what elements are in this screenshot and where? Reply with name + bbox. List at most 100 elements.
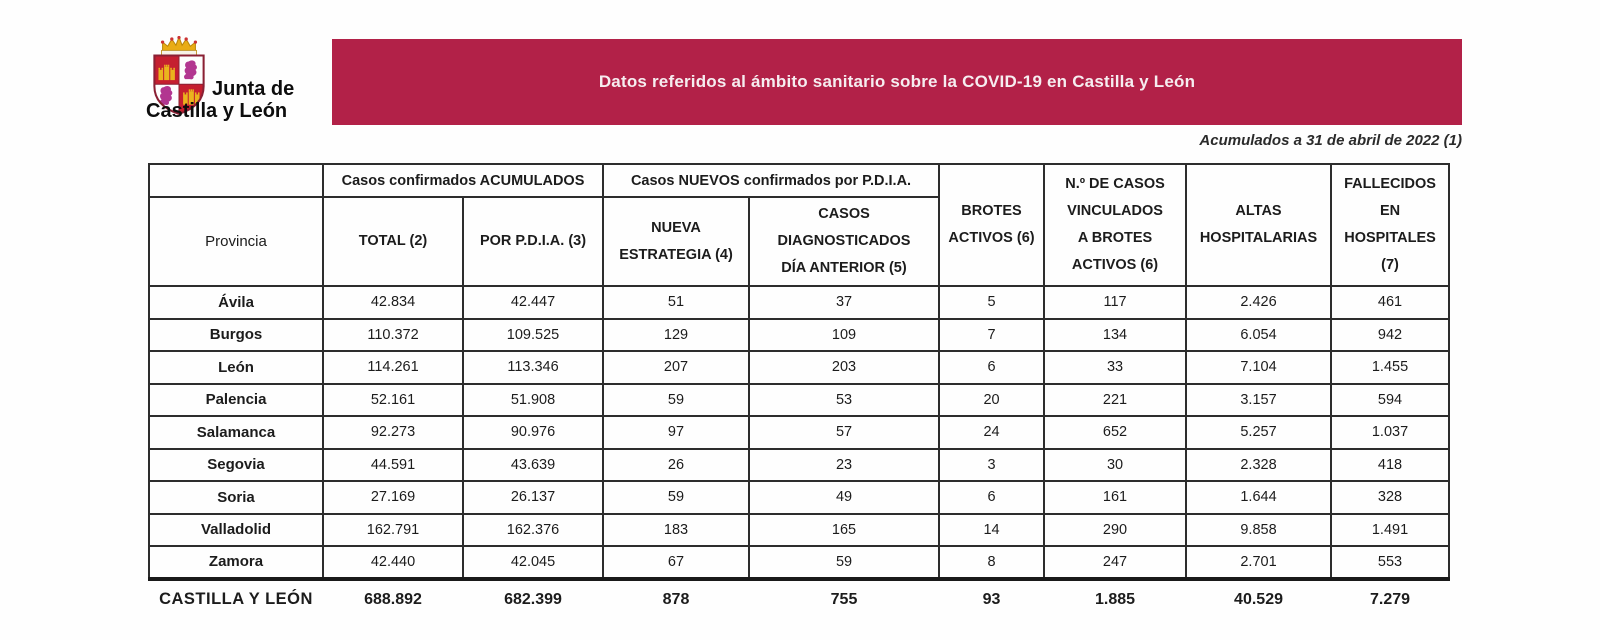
table-row: Burgos 110.372 109.525 129 109 7 134 6.054 942 <box>148 317 1451 352</box>
value-cell: 59 <box>602 480 750 515</box>
value-cell: 161 <box>1043 480 1188 515</box>
value-cell: 328 <box>1330 480 1451 515</box>
value-cell: 49 <box>747 480 941 515</box>
column-header-casos-vinculados: N.º DE CASOS VINCULADOS A BROTES ACTIVOS… <box>1043 163 1188 287</box>
value-cell: 3 <box>938 447 1046 482</box>
value-cell: 43.639 <box>462 447 604 482</box>
value-cell: 1.037 <box>1330 415 1451 450</box>
table-row: León 114.261 113.346 207 203 6 33 7.104 1.455 <box>148 350 1451 385</box>
value-cell: 59 <box>747 545 941 580</box>
value-cell: 461 <box>1330 285 1451 320</box>
covid-data-table: Casos confirmados ACUMULADOS Casos NUEVO… <box>148 163 1451 619</box>
value-cell: 129 <box>602 317 750 352</box>
value-cell: 183 <box>602 512 750 547</box>
value-cell: 207 <box>602 350 750 385</box>
value-cell: 109 <box>747 317 941 352</box>
page-title: Datos referidos al ámbito sanitario sobr… <box>598 72 1196 91</box>
value-cell: 5.257 <box>1185 415 1333 450</box>
province-cell: Valladolid <box>148 512 324 547</box>
value-cell: 553 <box>1330 545 1451 580</box>
value-cell: 7 <box>938 317 1046 352</box>
province-cell: Soria <box>148 480 324 515</box>
value-cell: 52.161 <box>322 382 464 417</box>
value-cell: 26.137 <box>462 480 604 515</box>
value-cell: 594 <box>1330 382 1451 417</box>
value-cell: 24 <box>938 415 1046 450</box>
totals-value-cell: 7.279 <box>1331 576 1450 619</box>
province-cell: León <box>148 350 324 385</box>
totals-value-cell: 93 <box>939 576 1045 619</box>
logo-text-line2: Castilla y León <box>146 100 288 122</box>
logo-text-line1: Junta de <box>212 78 295 100</box>
table-row: Zamora 42.440 42.045 67 59 8 247 2.701 553 <box>148 545 1451 580</box>
table-row: Soria 27.169 26.137 59 49 6 161 1.644 328 <box>148 480 1451 515</box>
group-header-row: Casos confirmados ACUMULADOS Casos NUEVO… <box>148 163 1451 287</box>
province-cell: Burgos <box>148 317 324 352</box>
value-cell: 30 <box>1043 447 1188 482</box>
coat-of-arms-icon <box>153 36 205 116</box>
value-cell: 51.908 <box>462 382 604 417</box>
column-header-por-pdia: POR P.D.I.A. (3) <box>462 196 604 287</box>
totals-label-cell: CASTILLA Y LEÓN <box>149 576 323 619</box>
value-cell: 2.426 <box>1185 285 1333 320</box>
totals-value-cell: 878 <box>603 576 749 619</box>
table-row: Segovia 44.591 43.639 26 23 3 30 2.328 418 <box>148 447 1451 482</box>
value-cell: 42.834 <box>322 285 464 320</box>
value-cell: 14 <box>938 512 1046 547</box>
value-cell: 20 <box>938 382 1046 417</box>
value-cell: 9.858 <box>1185 512 1333 547</box>
value-cell: 418 <box>1330 447 1451 482</box>
value-cell: 37 <box>747 285 941 320</box>
province-cell: Ávila <box>148 285 324 320</box>
value-cell: 1.491 <box>1330 512 1451 547</box>
value-cell: 110.372 <box>322 317 464 352</box>
column-header-diagnosticados: CASOS DIAGNOSTICADOS DÍA ANTERIOR (5) <box>747 196 941 287</box>
totals-value-cell: 682.399 <box>463 576 603 619</box>
column-header-brotes-activos: BROTES ACTIVOS (6) <box>938 163 1046 287</box>
value-cell: 97 <box>602 415 750 450</box>
value-cell: 109.525 <box>462 317 604 352</box>
value-cell: 8 <box>938 545 1046 580</box>
value-cell: 42.447 <box>462 285 604 320</box>
value-cell: 90.976 <box>462 415 604 450</box>
value-cell: 113.346 <box>462 350 604 385</box>
value-cell: 221 <box>1043 382 1188 417</box>
column-header-nueva-estrategia: NUEVA ESTRATEGIA (4) <box>602 196 750 287</box>
value-cell: 59 <box>602 382 750 417</box>
value-cell: 117 <box>1043 285 1188 320</box>
value-cell: 114.261 <box>322 350 464 385</box>
column-header-provincia: Provincia <box>148 196 324 287</box>
table-row: Palencia 52.161 51.908 59 53 20 221 3.157 594 <box>148 382 1451 417</box>
column-header-fallecidos: FALLECIDOS EN HOSPITALES (7) <box>1330 163 1451 287</box>
value-cell: 3.157 <box>1185 382 1333 417</box>
totals-value-cell: 40.529 <box>1186 576 1332 619</box>
crown-icon <box>160 36 198 56</box>
table-row: Valladolid 162.791 162.376 183 165 14 290 9.858… <box>148 512 1451 547</box>
value-cell: 203 <box>747 350 941 385</box>
value-cell: 53 <box>747 382 941 417</box>
province-cell: Palencia <box>148 382 324 417</box>
date-note: Acumulados a 31 de abril de 2022 (1) <box>1199 132 1462 149</box>
value-cell: 2.701 <box>1185 545 1333 580</box>
value-cell: 42.440 <box>322 545 464 580</box>
value-cell: 6 <box>938 480 1046 515</box>
value-cell: 92.273 <box>322 415 464 450</box>
value-cell: 7.104 <box>1185 350 1333 385</box>
table-row: Salamanca 92.273 90.976 97 57 24 652 5.257 1.037 <box>148 415 1451 450</box>
value-cell: 57 <box>747 415 941 450</box>
value-cell: 67 <box>602 545 750 580</box>
value-cell: 942 <box>1330 317 1451 352</box>
value-cell: 27.169 <box>322 480 464 515</box>
value-cell: 44.591 <box>322 447 464 482</box>
junta-logo: Junta de Castilla y León <box>146 34 316 126</box>
value-cell: 51 <box>602 285 750 320</box>
totals-row: CASTILLA Y LEÓN 688.892 682.399 878 755 93 1.8… <box>149 576 1450 619</box>
value-cell: 6.054 <box>1185 317 1333 352</box>
column-header-total: TOTAL (2) <box>322 196 464 287</box>
value-cell: 162.791 <box>322 512 464 547</box>
province-cell: Segovia <box>148 447 324 482</box>
group-header-nuevos-pdia: Casos NUEVOS confirmados por P.D.I.A. <box>601 163 941 198</box>
totals-value-cell: 688.892 <box>323 576 463 619</box>
value-cell: 1.455 <box>1330 350 1451 385</box>
province-cell: Salamanca <box>148 415 324 450</box>
